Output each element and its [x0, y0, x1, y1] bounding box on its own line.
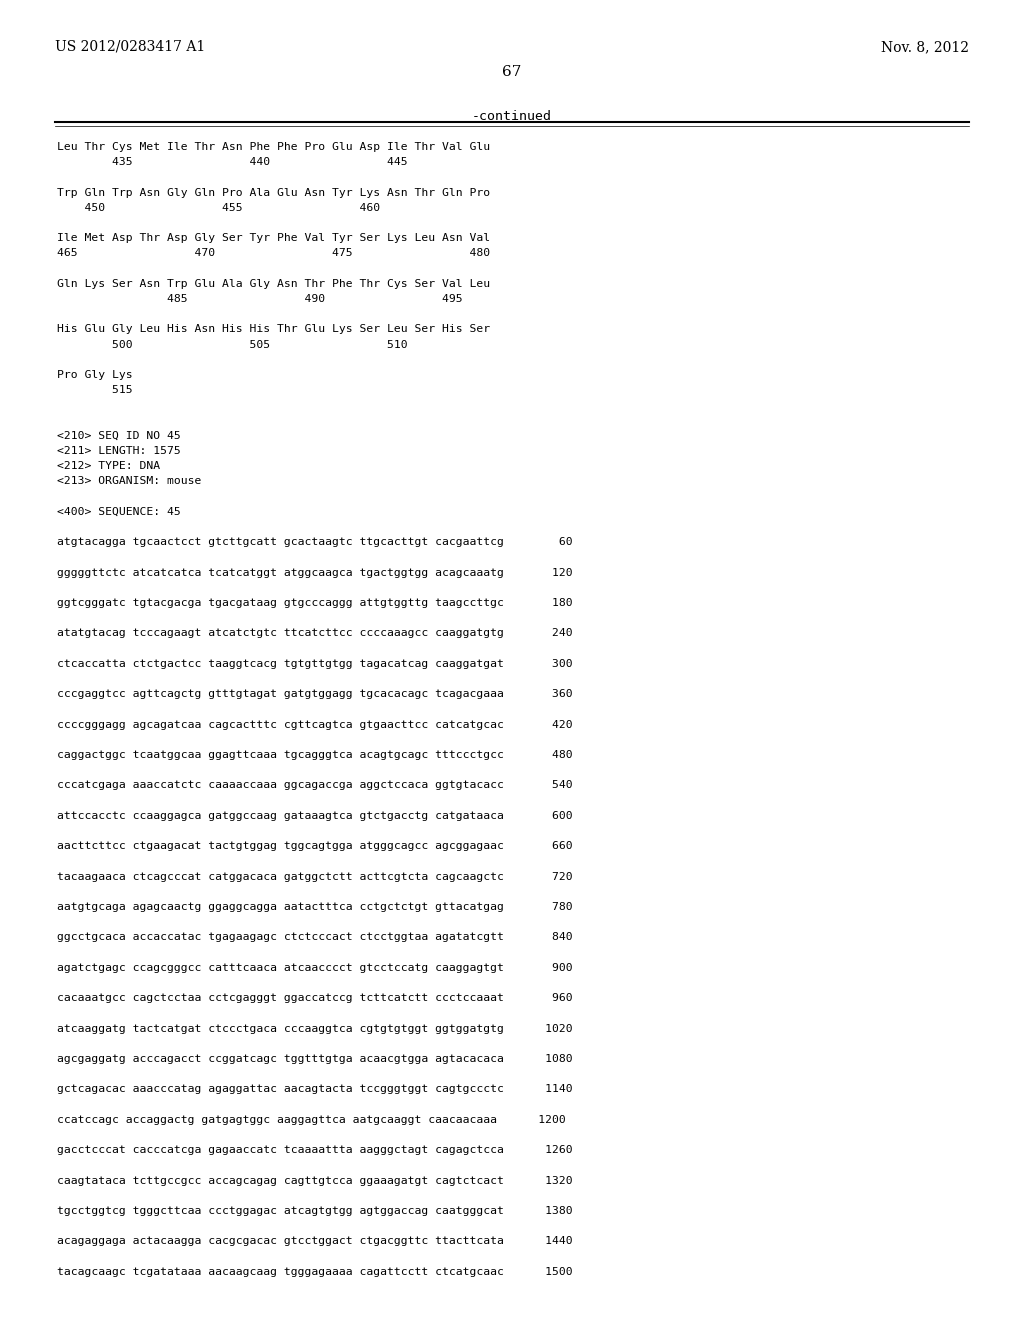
Text: gacctcccat cacccatcga gagaaccatc tcaaaattta aagggctagt cagagctcca      1260: gacctcccat cacccatcga gagaaccatc tcaaaat… [57, 1146, 572, 1155]
Text: ctcaccatta ctctgactcc taaggtcacg tgtgttgtgg tagacatcag caaggatgat       300: ctcaccatta ctctgactcc taaggtcacg tgtgttg… [57, 659, 572, 669]
Text: 500                 505                 510: 500 505 510 [57, 339, 408, 350]
Text: caagtataca tcttgccgcc accagcagag cagttgtcca ggaaagatgt cagtctcact      1320: caagtataca tcttgccgcc accagcagag cagttgt… [57, 1176, 572, 1185]
Text: Pro Gly Lys: Pro Gly Lys [57, 370, 133, 380]
Text: caggactggc tcaatggcaa ggagttcaaa tgcagggtca acagtgcagc tttccctgcc       480: caggactggc tcaatggcaa ggagttcaaa tgcaggg… [57, 750, 572, 760]
Text: ccccgggagg agcagatcaa cagcactttc cgttcagtca gtgaacttcc catcatgcac       420: ccccgggagg agcagatcaa cagcactttc cgttcag… [57, 719, 572, 730]
Text: Nov. 8, 2012: Nov. 8, 2012 [881, 40, 969, 54]
Text: <400> SEQUENCE: 45: <400> SEQUENCE: 45 [57, 507, 181, 517]
Text: 485                 490                 495: 485 490 495 [57, 294, 463, 304]
Text: ccatccagc accaggactg gatgagtggc aaggagttca aatgcaaggt caacaacaaa      1200: ccatccagc accaggactg gatgagtggc aaggagtt… [57, 1115, 565, 1125]
Text: Gln Lys Ser Asn Trp Glu Ala Gly Asn Thr Phe Thr Cys Ser Val Leu: Gln Lys Ser Asn Trp Glu Ala Gly Asn Thr … [57, 279, 490, 289]
Text: atgtacagga tgcaactcct gtcttgcatt gcactaagtc ttgcacttgt cacgaattcg        60: atgtacagga tgcaactcct gtcttgcatt gcactaa… [57, 537, 572, 548]
Text: ggtcgggatc tgtacgacga tgacgataag gtgcccaggg attgtggttg taagccttgc       180: ggtcgggatc tgtacgacga tgacgataag gtgccca… [57, 598, 572, 609]
Text: tacagcaagc tcgatataaa aacaagcaag tgggagaaaa cagattcctt ctcatgcaac      1500: tacagcaagc tcgatataaa aacaagcaag tgggaga… [57, 1267, 572, 1276]
Text: attccacctc ccaaggagca gatggccaag gataaagtca gtctgacctg catgataaca       600: attccacctc ccaaggagca gatggccaag gataaag… [57, 810, 572, 821]
Text: ggcctgcaca accaccatac tgagaagagc ctctcccact ctcctggtaa agatatcgtt       840: ggcctgcaca accaccatac tgagaagagc ctctccc… [57, 932, 572, 942]
Text: cccatcgaga aaaccatctc caaaaccaaa ggcagaccga aggctccaca ggtgtacacc       540: cccatcgaga aaaccatctc caaaaccaaa ggcagac… [57, 780, 572, 791]
Text: Trp Gln Trp Asn Gly Gln Pro Ala Glu Asn Tyr Lys Asn Thr Gln Pro: Trp Gln Trp Asn Gly Gln Pro Ala Glu Asn … [57, 187, 490, 198]
Text: <211> LENGTH: 1575: <211> LENGTH: 1575 [57, 446, 181, 455]
Text: gggggttctc atcatcatca tcatcatggt atggcaagca tgactggtgg acagcaaatg       120: gggggttctc atcatcatca tcatcatggt atggcaa… [57, 568, 572, 578]
Text: 515: 515 [57, 385, 133, 395]
Text: <210> SEQ ID NO 45: <210> SEQ ID NO 45 [57, 430, 181, 441]
Text: His Glu Gly Leu His Asn His His Thr Glu Lys Ser Leu Ser His Ser: His Glu Gly Leu His Asn His His Thr Glu … [57, 325, 490, 334]
Text: aatgtgcaga agagcaactg ggaggcagga aatactttca cctgctctgt gttacatgag       780: aatgtgcaga agagcaactg ggaggcagga aatactt… [57, 902, 572, 912]
Text: tgcctggtcg tgggcttcaa ccctggagac atcagtgtgg agtggaccag caatgggcat      1380: tgcctggtcg tgggcttcaa ccctggagac atcagtg… [57, 1206, 572, 1216]
Text: -continued: -continued [472, 110, 552, 123]
Text: atcaaggatg tactcatgat ctccctgaca cccaaggtca cgtgtgtggt ggtggatgtg      1020: atcaaggatg tactcatgat ctccctgaca cccaagg… [57, 1023, 572, 1034]
Text: 67: 67 [503, 65, 521, 79]
Text: agatctgagc ccagcgggcc catttcaaca atcaacccct gtcctccatg caaggagtgt       900: agatctgagc ccagcgggcc catttcaaca atcaacc… [57, 962, 572, 973]
Text: 465                 470                 475                 480: 465 470 475 480 [57, 248, 490, 259]
Text: <212> TYPE: DNA: <212> TYPE: DNA [57, 461, 160, 471]
Text: Leu Thr Cys Met Ile Thr Asn Phe Phe Pro Glu Asp Ile Thr Val Glu: Leu Thr Cys Met Ile Thr Asn Phe Phe Pro … [57, 143, 490, 152]
Text: <213> ORGANISM: mouse: <213> ORGANISM: mouse [57, 477, 202, 486]
Text: acagaggaga actacaagga cacgcgacac gtcctggact ctgacggttc ttacttcata      1440: acagaggaga actacaagga cacgcgacac gtcctgg… [57, 1237, 572, 1246]
Text: aacttcttcc ctgaagacat tactgtggag tggcagtgga atgggcagcc agcggagaac       660: aacttcttcc ctgaagacat tactgtggag tggcagt… [57, 841, 572, 851]
Text: 435                 440                 445: 435 440 445 [57, 157, 408, 168]
Text: gctcagacac aaacccatag agaggattac aacagtacta tccgggtggt cagtgccctc      1140: gctcagacac aaacccatag agaggattac aacagta… [57, 1085, 572, 1094]
Text: cacaaatgcc cagctcctaa cctcgagggt ggaccatccg tcttcatctt ccctccaaat       960: cacaaatgcc cagctcctaa cctcgagggt ggaccat… [57, 993, 572, 1003]
Text: Ile Met Asp Thr Asp Gly Ser Tyr Phe Val Tyr Ser Lys Leu Asn Val: Ile Met Asp Thr Asp Gly Ser Tyr Phe Val … [57, 234, 490, 243]
Text: atatgtacag tcccagaagt atcatctgtc ttcatcttcc ccccaaagcc caaggatgtg       240: atatgtacag tcccagaagt atcatctgtc ttcatct… [57, 628, 572, 639]
Text: tacaagaaca ctcagcccat catggacaca gatggctctt acttcgtcta cagcaagctc       720: tacaagaaca ctcagcccat catggacaca gatggct… [57, 871, 572, 882]
Text: 450                 455                 460: 450 455 460 [57, 203, 380, 213]
Text: cccgaggtcc agttcagctg gtttgtagat gatgtggagg tgcacacagc tcagacgaaa       360: cccgaggtcc agttcagctg gtttgtagat gatgtgg… [57, 689, 572, 700]
Text: agcgaggatg acccagacct ccggatcagc tggtttgtga acaacgtgga agtacacaca      1080: agcgaggatg acccagacct ccggatcagc tggtttg… [57, 1053, 572, 1064]
Text: US 2012/0283417 A1: US 2012/0283417 A1 [55, 40, 205, 54]
